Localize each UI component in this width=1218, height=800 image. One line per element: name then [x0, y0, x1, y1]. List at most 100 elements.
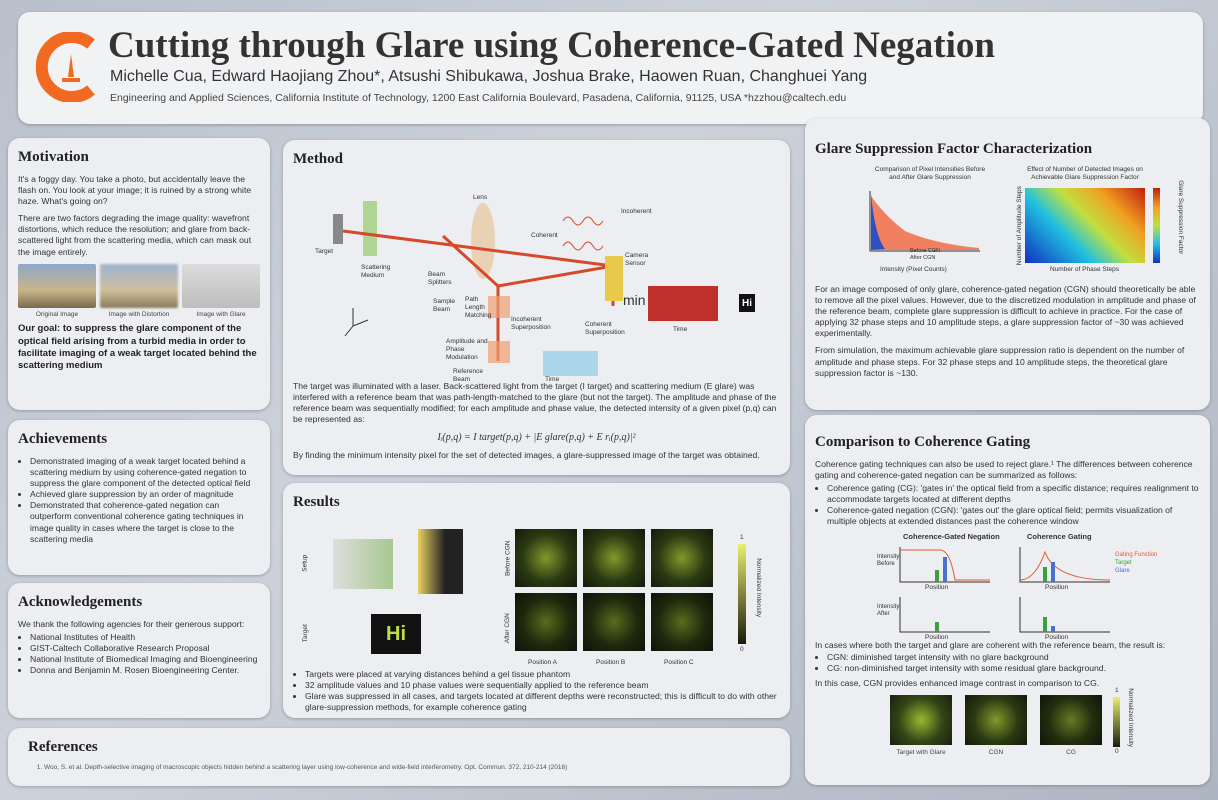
label: Comparison of Pixel Intensities Before a… [874, 165, 986, 181]
title: Cutting through Glare using Coherence-Ga… [108, 25, 995, 66]
list-item: National Institutes of Health [30, 632, 260, 643]
paragraph: From simulation, the maximum achievable … [815, 345, 1185, 378]
acknowledgements: Acknowledgements We thank the following … [8, 583, 270, 718]
list-item: GIST-Caltech Collaborative Research Prop… [30, 643, 260, 654]
label: Amplitude and Phase Modulation [446, 337, 488, 362]
achievements: Achievements Demonstrated imaging of a w… [8, 420, 270, 575]
label: Time [673, 325, 688, 333]
label: Number of Phase Steps [1050, 265, 1120, 273]
label: Reference Beam [453, 367, 483, 383]
label: Lens [473, 193, 488, 201]
list-item: Coherence gating (CG): 'gates in' the op… [827, 483, 1200, 505]
label: Normalized Intensity [755, 557, 763, 617]
label: Coherent [531, 231, 558, 239]
paragraph: There are two factors degrading the imag… [18, 213, 252, 257]
label: After CGN [503, 612, 511, 643]
list-item: CG: non-diminished target intensity with… [827, 663, 1200, 674]
list-item: CGN: diminished target intensity with no… [827, 652, 1200, 663]
list-item: Achieved glare suppression by an order o… [30, 489, 260, 500]
caption: Image with Glare [196, 310, 246, 318]
heading: Achievements [18, 431, 108, 447]
image-row: Original Image Image with Distortion Ima… [18, 263, 260, 320]
affiliation: Engineering and Applied Sciences, Califo… [110, 92, 847, 104]
label: Coherent Superposition [585, 320, 625, 336]
label: Position [925, 583, 949, 591]
reference: Woo, S. et al. Depth-selective imaging o… [44, 764, 780, 772]
label: Incoherent Superposition [511, 315, 551, 331]
paragraph-list: For an image composed of only glare, coh… [815, 284, 1200, 379]
label: 0 [740, 645, 744, 653]
caption: Image with Distortion [108, 310, 170, 318]
label: Coherence Gating [1027, 531, 1092, 541]
label: Target [301, 623, 309, 642]
method-text: The target was illuminated with a laser.… [293, 380, 777, 425]
camera-image [418, 528, 463, 594]
list-item: Coherence-gated negation (CGN): 'gates o… [827, 505, 1200, 527]
label: Intensity After [877, 603, 900, 618]
diagram [333, 200, 755, 376]
label: Position [925, 633, 949, 641]
goal: Our goal: to suppress the glare componen… [18, 323, 257, 372]
heading: Method [293, 151, 343, 167]
caption: Original Image [35, 310, 79, 318]
label: Incoherent [621, 207, 652, 215]
colorbar [738, 543, 746, 644]
colorbar [1153, 187, 1160, 263]
label: Intensity (Pixel Counts) [880, 265, 947, 273]
comparison-images: Target with Glare CGN CG 1 Normalized In… [815, 687, 1200, 765]
legend: After CGN [910, 254, 936, 261]
label: Time [545, 375, 560, 383]
header: Cutting through Glare using Coherence-Ga… [18, 12, 1203, 124]
list-item: Demonstrated that coherence-gated negati… [30, 500, 260, 545]
label: Hi [742, 297, 752, 309]
equation: Iᵢ(p,q) = I target(p,q) + |E glare(p,q) … [437, 432, 636, 444]
intro: Coherence gating techniques can also be … [815, 458, 1193, 480]
list-item: 32 amplitude values and 10 phase values … [305, 680, 780, 691]
heading: Comparison to Coherence Gating [815, 434, 1031, 450]
references: References Woo, S. et al. Depth-selectiv… [8, 728, 790, 786]
heatmap [1025, 187, 1145, 263]
label: 1 [1115, 687, 1119, 695]
label: Intensity Before [877, 553, 900, 568]
plots [899, 546, 1111, 633]
method: Method Target Scattering Medium Lens Coh… [283, 140, 790, 475]
label: Coherence-Gated Negation [903, 531, 1000, 541]
list-item-list: CGN: diminished target intensity with no… [815, 652, 1200, 674]
label: Glare Suppression Factor [1177, 179, 1185, 254]
label: 0 [1115, 748, 1119, 756]
results-figure: Setup Target Hi Before CGN After CGN Pos… [293, 519, 780, 669]
label: Beam Splitters [428, 270, 452, 286]
label: Scattering Medium [361, 263, 391, 279]
label: Position [1045, 583, 1069, 591]
caption: CG [1066, 749, 1076, 757]
heading: References [28, 739, 98, 755]
label: Position A [528, 658, 557, 666]
paragraph: For an image composed of only glare, coh… [815, 283, 1196, 339]
label: min [623, 291, 646, 308]
label: Path Length Matching [465, 295, 492, 320]
legend: Before CGN [910, 247, 940, 254]
legend: Target [1115, 559, 1132, 566]
setup-image [333, 538, 393, 589]
label: Position [1045, 633, 1069, 641]
result-grid [515, 528, 713, 651]
label: Position C [664, 658, 694, 666]
result-intro: In cases where both the target and glare… [815, 639, 1166, 650]
heading: Glare Suppression Factor Characterizatio… [815, 141, 1093, 157]
list-item: National Institute of Biomedical Imaging… [30, 654, 260, 665]
glare: Glare Suppression Factor Characterizatio… [805, 118, 1210, 410]
list-item: Glare was suppressed in all cases, and t… [305, 691, 780, 713]
list-item: Donna and Benjamin M. Rosen Bioengineeri… [30, 665, 260, 676]
conclusion: In this case, CGN provides enhanced imag… [815, 678, 1100, 689]
histogram [869, 190, 980, 251]
legend: Gating Function [1115, 551, 1158, 558]
colorbar [1113, 697, 1120, 748]
intro: We thank the following agencies for thei… [18, 618, 245, 629]
motivation: Motivation It's a foggy day. You take a … [8, 138, 270, 410]
comparison: Comparison to Coherence Gating Coherence… [805, 415, 1210, 785]
target-image: Hi [371, 613, 421, 654]
label: Number of Amplitude Steps [1015, 185, 1023, 265]
caption: CGN [988, 749, 1004, 757]
legend: Glare [1115, 567, 1130, 574]
